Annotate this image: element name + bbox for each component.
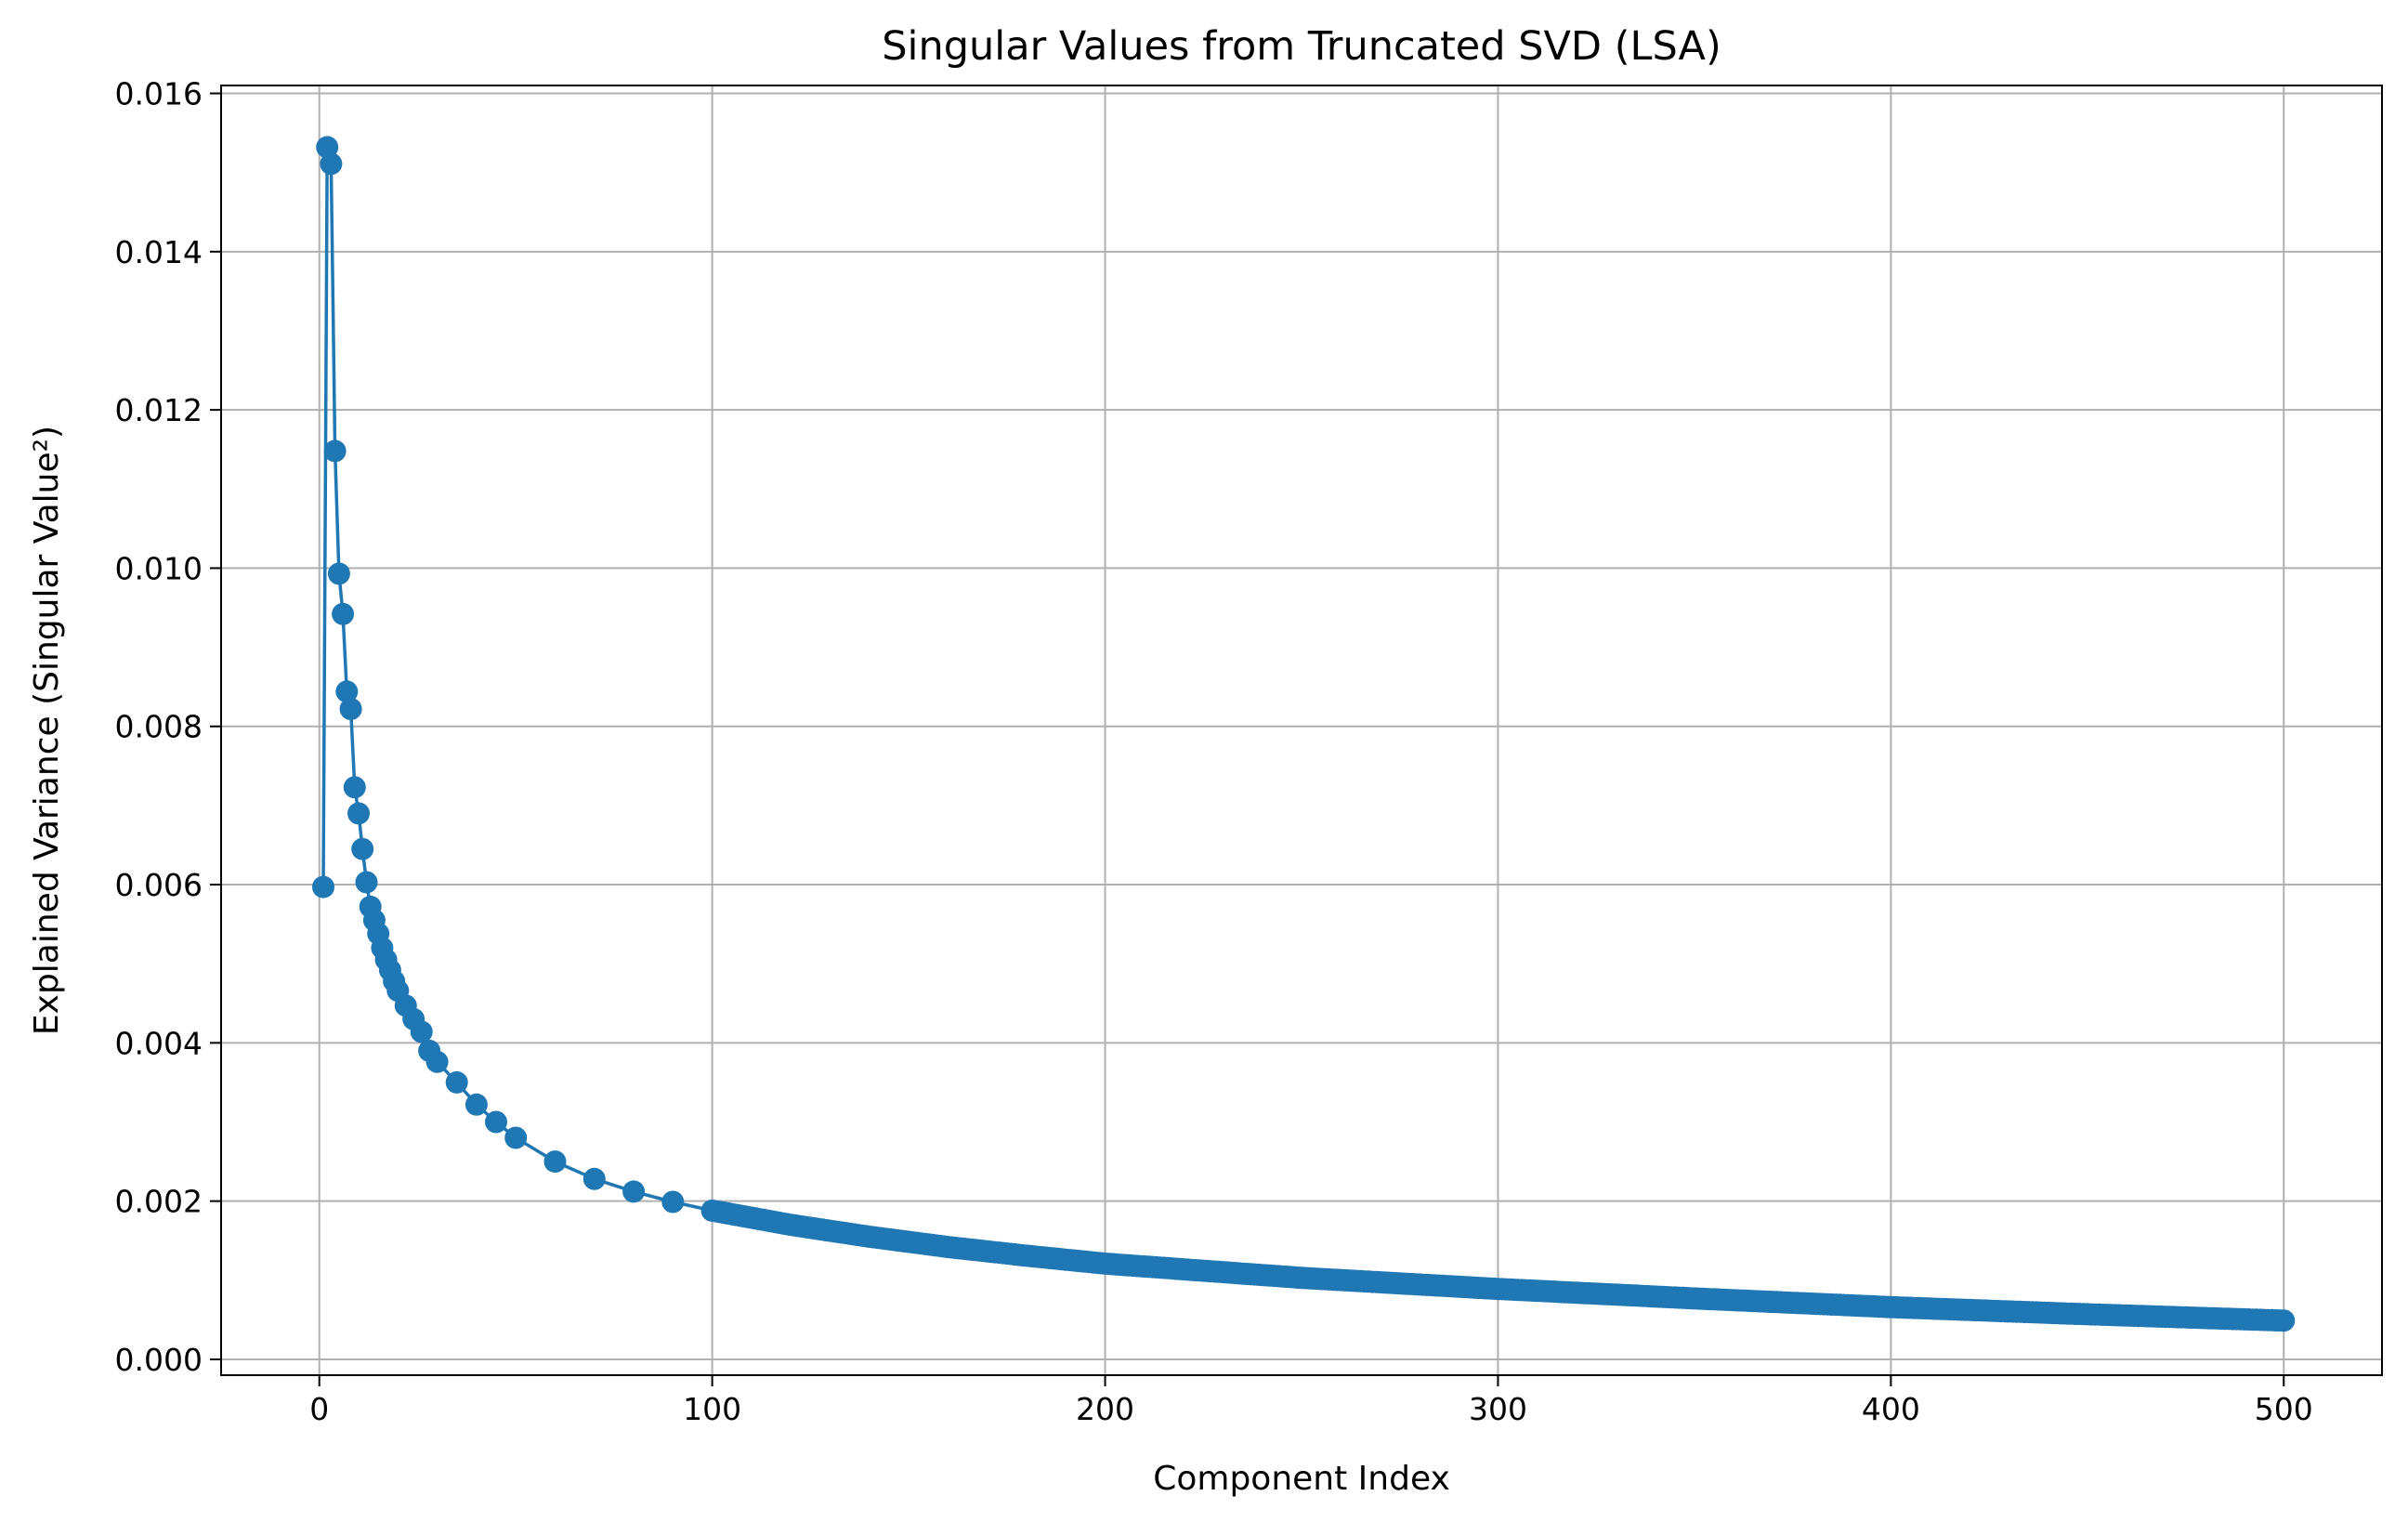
data-point xyxy=(323,440,347,463)
data-point xyxy=(320,152,343,176)
x-tick-label: 0 xyxy=(309,1391,329,1427)
data-point xyxy=(327,562,350,585)
data-point xyxy=(332,602,355,625)
y-tick-label: 0.006 xyxy=(115,867,203,903)
data-point xyxy=(355,871,378,894)
y-tick-label: 0.004 xyxy=(115,1025,203,1061)
data-point xyxy=(351,837,374,860)
data-point xyxy=(347,802,370,825)
series-markers xyxy=(312,136,2296,1332)
y-tick-label: 0.000 xyxy=(115,1342,203,1378)
data-point xyxy=(410,1020,433,1043)
data-series xyxy=(312,136,2296,1332)
data-point xyxy=(485,1110,507,1134)
y-axis-label: Explained Variance (Singular Value²) xyxy=(28,426,66,1035)
y-tick-label: 0.010 xyxy=(115,550,203,586)
x-tick-label: 200 xyxy=(1076,1391,1134,1427)
y-tick-label: 0.002 xyxy=(115,1184,203,1220)
chart-title: Singular Values from Truncated SVD (LSA) xyxy=(882,23,1721,70)
x-tick-label: 400 xyxy=(1862,1391,1920,1427)
plot-area xyxy=(221,85,2382,1375)
y-tick-label: 0.008 xyxy=(115,709,203,745)
y-tick-label: 0.014 xyxy=(115,234,203,270)
data-point xyxy=(543,1150,567,1174)
data-point xyxy=(504,1126,528,1149)
data-point xyxy=(465,1093,488,1116)
data-point xyxy=(335,680,359,703)
data-point xyxy=(622,1180,646,1203)
data-point xyxy=(445,1070,468,1094)
data-point xyxy=(316,136,339,159)
x-tick-label: 500 xyxy=(2255,1391,2313,1427)
y-tick-label: 0.012 xyxy=(115,392,203,428)
grid-lines xyxy=(221,85,2382,1375)
data-point xyxy=(2272,1309,2296,1332)
y-tick-label: 0.016 xyxy=(115,76,203,112)
x-tick-label: 100 xyxy=(683,1391,741,1427)
axis-ticks: 0 100 200 300 400 500 0.000 0.002 0.004 0.006 0.00… xyxy=(115,76,2313,1427)
plot-frame xyxy=(220,85,2383,1376)
x-axis-label: Component Index xyxy=(1153,1460,1450,1498)
x-tick-label: 300 xyxy=(1469,1391,1527,1427)
data-point xyxy=(582,1167,606,1190)
data-point xyxy=(661,1190,685,1214)
data-point xyxy=(343,776,366,799)
data-point xyxy=(312,875,334,899)
data-point xyxy=(339,698,362,720)
data-point xyxy=(425,1050,449,1073)
